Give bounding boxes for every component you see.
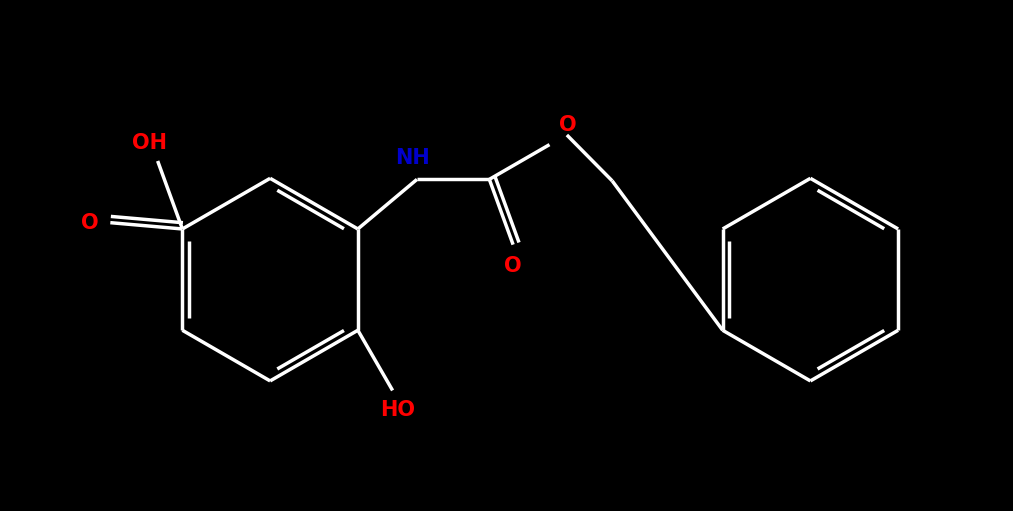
Text: HO: HO bbox=[380, 400, 415, 420]
Text: NH: NH bbox=[395, 148, 430, 168]
Text: O: O bbox=[559, 115, 576, 135]
Text: O: O bbox=[504, 256, 522, 276]
Text: O: O bbox=[81, 213, 98, 233]
Text: OH: OH bbox=[133, 133, 167, 153]
